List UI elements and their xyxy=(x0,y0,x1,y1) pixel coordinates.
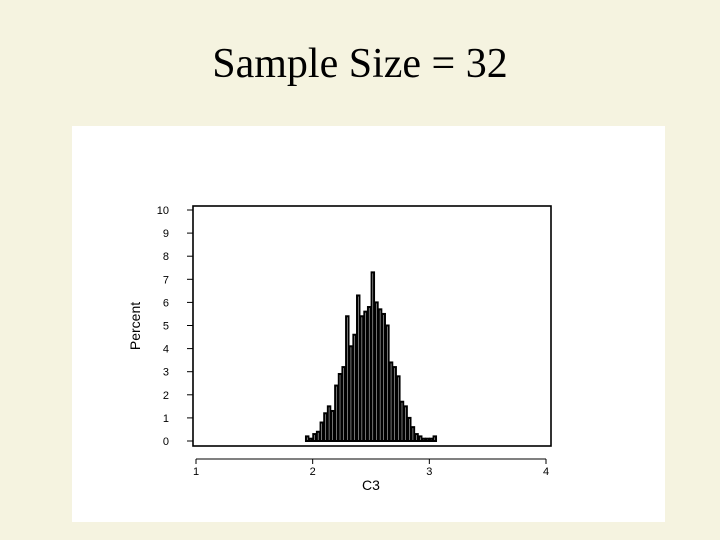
histogram-bar xyxy=(308,437,314,443)
histogram-bar xyxy=(392,366,397,442)
chart-panel: 0 1 2 3 4 5 6 7 8 9 10 1 2 3 4 Percent C3 xyxy=(72,126,665,522)
histogram-bar xyxy=(403,405,408,443)
histogram-bar xyxy=(345,315,350,442)
histogram-bar xyxy=(326,405,332,443)
histogram-bar xyxy=(414,433,419,443)
y-tick-label: 9 xyxy=(163,228,169,240)
plot-frame xyxy=(192,205,552,447)
histogram-bar xyxy=(377,308,383,442)
histogram-bar xyxy=(396,375,401,443)
histogram-bar xyxy=(359,315,365,442)
histogram-bars xyxy=(304,271,438,443)
histogram-bar xyxy=(319,421,325,442)
histogram-bar xyxy=(352,333,357,443)
histogram-bar xyxy=(315,430,321,443)
y-tick-label: 10 xyxy=(157,205,169,217)
y-tick-label: 2 xyxy=(163,390,169,402)
x-axis-label: C3 xyxy=(362,477,380,493)
x-tick-label: 4 xyxy=(543,466,549,478)
histogram-bar xyxy=(312,433,317,443)
histogram-bar xyxy=(341,366,346,442)
histogram-bar xyxy=(410,426,416,443)
histogram-bar xyxy=(374,301,379,442)
histogram-bar xyxy=(425,437,430,443)
histogram-bar xyxy=(370,271,376,442)
y-tick-label: 8 xyxy=(163,251,169,263)
histogram-bar xyxy=(323,412,328,442)
x-tick-label: 1 xyxy=(193,466,199,478)
histogram-bar xyxy=(417,435,423,443)
x-axis: 1 2 3 4 xyxy=(193,458,549,478)
histogram-bar xyxy=(385,324,390,442)
histogram-bar xyxy=(348,345,354,442)
y-tick-label: 1 xyxy=(163,413,169,425)
histogram-bar xyxy=(304,435,310,443)
histogram-bar xyxy=(421,437,427,443)
y-tick-label: 5 xyxy=(163,321,169,333)
y-tick-label: 3 xyxy=(163,367,169,379)
histogram-bar xyxy=(432,435,438,443)
histogram-bar xyxy=(356,294,361,442)
histogram-bar xyxy=(388,361,394,443)
histogram-bar xyxy=(334,384,339,442)
x-tick-label: 3 xyxy=(426,466,432,478)
y-tick-label: 6 xyxy=(163,297,169,309)
histogram-bar xyxy=(366,306,372,442)
histogram-bar xyxy=(330,409,335,443)
histogram-bar xyxy=(381,312,386,442)
histogram-bar xyxy=(399,400,405,443)
histogram-chart: 0 1 2 3 4 5 6 7 8 9 10 1 2 3 4 Percent C3 xyxy=(127,205,552,493)
y-axis: 0 1 2 3 4 5 6 7 8 9 10 xyxy=(157,205,193,448)
y-axis-label: Percent xyxy=(127,302,143,350)
histogram-bar xyxy=(337,373,343,442)
y-tick-label: 4 xyxy=(163,344,169,356)
histogram-bar xyxy=(407,416,412,442)
y-tick-label: 7 xyxy=(163,274,169,286)
histogram-bar xyxy=(428,437,434,443)
histogram-bar xyxy=(363,310,368,442)
x-tick-label: 2 xyxy=(310,466,316,478)
y-tick-label: 0 xyxy=(163,436,169,448)
slide-title: Sample Size = 32 xyxy=(212,41,508,87)
